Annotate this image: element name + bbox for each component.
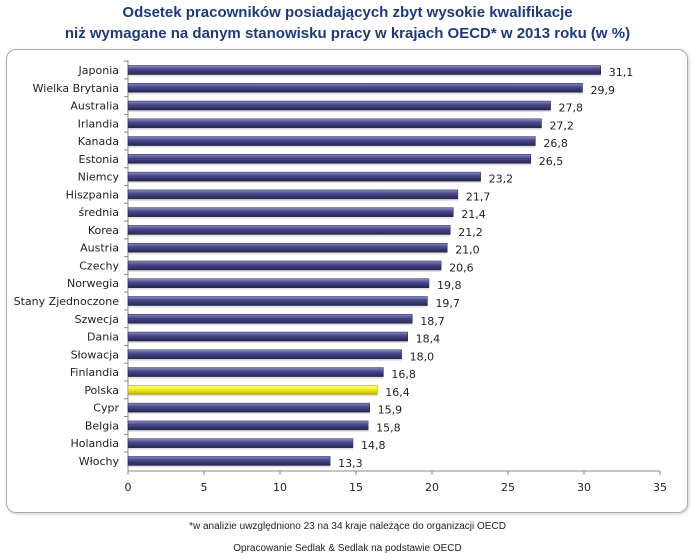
- data-label: 29,9: [590, 84, 615, 97]
- category-label: Estonia: [79, 153, 120, 166]
- category-label: Korea: [88, 224, 119, 237]
- data-label: 19,8: [437, 279, 462, 292]
- chart-title-line-1: Odsetek pracowników posiadających zbyt w…: [122, 4, 573, 21]
- data-label: 26,5: [539, 155, 564, 168]
- category-label: Polska: [84, 384, 119, 397]
- data-label: 18,4: [416, 333, 441, 346]
- category-label: Niemcy: [78, 171, 120, 184]
- bar: [127, 420, 369, 431]
- data-label: 26,8: [543, 137, 568, 150]
- category-label: Włochy: [79, 455, 120, 468]
- x-tick-label: 30: [577, 481, 591, 494]
- category-label: Wielka Brytania: [33, 82, 119, 95]
- bar: [127, 65, 601, 75]
- footnote: *w analizie uwzględniono 23 na 34 kraje …: [189, 521, 506, 532]
- category-label: Irlandia: [78, 117, 119, 130]
- category-label: Cypr: [93, 402, 119, 415]
- category-label: Kanada: [78, 135, 119, 148]
- bar-chart: 0 5 10 15 20 25 30 35 Japonia 31,1 Wielka Brytania…: [14, 60, 667, 494]
- category-label: średnia: [78, 206, 119, 219]
- category-label: Czechy: [79, 259, 119, 272]
- data-label: 15,9: [378, 404, 403, 417]
- bar: [127, 225, 451, 235]
- bar: [127, 136, 536, 146]
- bar: [127, 100, 551, 111]
- category-label: Stany Zjednoczone: [14, 295, 120, 308]
- bar: [127, 189, 459, 200]
- category-label: Holandia: [70, 437, 119, 450]
- data-label: 27,2: [549, 119, 574, 132]
- chart-title-line-2: niż wymagane na danym stanowisku pracy w…: [64, 25, 631, 42]
- bar: [127, 438, 354, 448]
- x-tick-label: 5: [201, 481, 208, 494]
- data-label: 18,7: [420, 315, 445, 328]
- data-label: 21,0: [455, 244, 480, 257]
- category-label: Finlandia: [70, 366, 119, 379]
- category-label: Austria: [80, 242, 119, 255]
- data-label: 31,1: [609, 66, 634, 79]
- bar: [127, 296, 428, 306]
- source-note: Opracowanie Sedlak & Sedlak na podstawie…: [233, 543, 462, 554]
- data-label: 15,8: [376, 421, 401, 434]
- bar: [127, 242, 448, 253]
- bar: [127, 349, 402, 360]
- data-label: 21,4: [461, 208, 486, 221]
- bar: [127, 260, 442, 271]
- data-label: 18,0: [410, 350, 435, 363]
- data-label: 21,7: [466, 190, 491, 203]
- bar: [127, 278, 430, 288]
- category-label: Dania: [87, 331, 119, 344]
- bar: [127, 402, 370, 413]
- x-tick-label: 0: [125, 481, 132, 494]
- data-label: 13,3: [338, 457, 363, 470]
- data-label: 14,8: [361, 439, 386, 452]
- category-label: Japonia: [78, 64, 119, 77]
- data-label: 16,4: [385, 386, 410, 399]
- bar: [127, 207, 454, 217]
- data-label: 19,7: [435, 297, 460, 310]
- data-label: 21,2: [458, 226, 483, 239]
- category-label: Hiszpania: [66, 188, 119, 201]
- x-tick-label: 15: [349, 481, 363, 494]
- bar-highlight: [127, 385, 378, 395]
- bar: [127, 367, 384, 377]
- x-tick-label: 35: [653, 481, 667, 494]
- bar: [127, 314, 413, 324]
- x-tick-label: 25: [501, 481, 515, 494]
- category-label: Norwegia: [67, 277, 119, 290]
- x-tick-label: 10: [273, 481, 287, 494]
- bar: [127, 83, 583, 93]
- data-label: 23,2: [489, 173, 514, 186]
- x-tick-label: 20: [425, 481, 439, 494]
- data-label: 20,6: [449, 261, 474, 274]
- bar: [127, 456, 331, 466]
- bar: [127, 118, 542, 129]
- category-label: Australia: [70, 100, 119, 113]
- data-label: 16,8: [391, 368, 416, 381]
- bar: [127, 154, 532, 164]
- category-label: Belgia: [85, 419, 119, 432]
- bar: [127, 171, 481, 182]
- category-label: Słowacja: [71, 348, 119, 361]
- bar: [127, 331, 408, 342]
- chart-panel: [6, 49, 688, 513]
- data-label: 27,8: [559, 102, 584, 115]
- category-label: Szwecja: [75, 313, 119, 326]
